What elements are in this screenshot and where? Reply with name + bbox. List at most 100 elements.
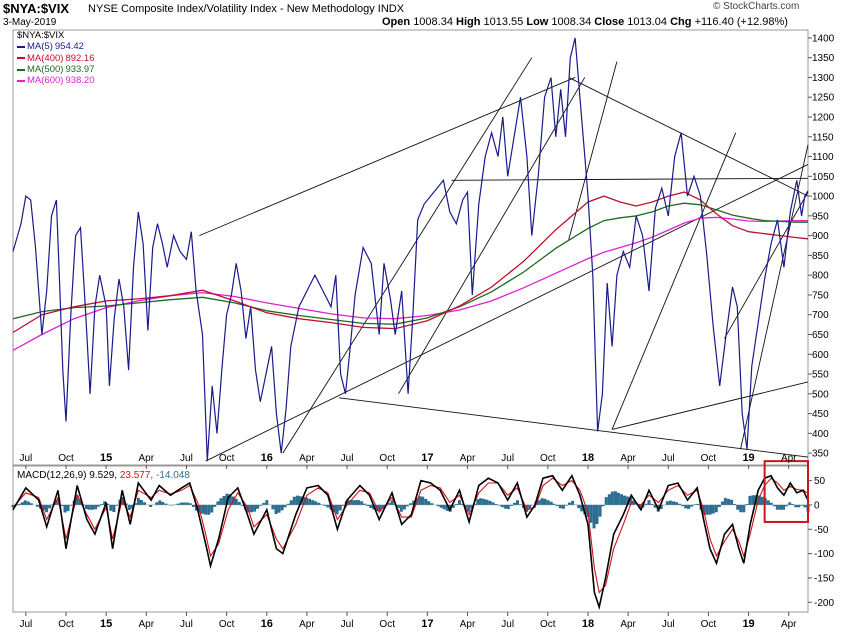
macd-x-tick-label-14: 18: [582, 618, 594, 630]
price-y-tick-label-9: 800: [812, 271, 829, 282]
price-x-tick-label-9: Oct: [379, 453, 395, 464]
legend-value-ma5: 954.42: [54, 41, 84, 53]
price-y-tick-label-18: 1250: [812, 93, 835, 104]
open-label: Open: [382, 16, 411, 28]
trendline-4: [568, 61, 618, 240]
macd-x-tick-label-11: Apr: [460, 619, 476, 630]
price-x-tick-label-15: Apr: [620, 453, 636, 464]
high-value: 1013.55: [483, 16, 524, 28]
price-x-tick-label-17: Oct: [701, 453, 717, 464]
macd-x-tick-label-15: Apr: [620, 619, 636, 630]
price-panel-frame: [12, 29, 809, 466]
close-value: 1013.04: [627, 16, 668, 28]
price-x-tick-label-13: Oct: [540, 453, 556, 464]
macd-x-tick-label-12: Jul: [501, 619, 514, 630]
price-x-tick-label-5: Oct: [219, 453, 235, 464]
macd-y-tick-label-0: 50: [814, 476, 826, 487]
legend-item-ma500: MA(500) 933.97: [17, 64, 95, 75]
trendline-8: [724, 191, 809, 339]
macd-y-tick-label-3: -100: [814, 549, 834, 560]
macd-x-tick-label-18: 19: [742, 618, 754, 630]
trendline-2: [282, 57, 533, 454]
price-x-tick-label-3: Apr: [139, 453, 155, 464]
macd-x-tick-label-7: Apr: [299, 619, 315, 630]
legend-value-ma500: 933.97: [65, 63, 95, 75]
price-y-tick-label-6: 650: [812, 330, 829, 341]
price-y-tick-label-12: 950: [812, 211, 829, 222]
price-y-tick-label-13: 1000: [812, 192, 835, 203]
macd-x-tick-label-13: Oct: [540, 619, 556, 630]
macd-legend-signal-value: 23.577,: [120, 470, 156, 481]
macd-legend-hist-value: -14.048: [156, 470, 190, 481]
legend-item-ma400: MA(400) 892.16: [17, 53, 95, 64]
price-y-tick-label-11: 900: [812, 231, 829, 242]
price-x-tick-label-8: Jul: [341, 453, 354, 464]
price-x-tick-label-16: Jul: [662, 453, 675, 464]
macd-y-tick-label-2: -50: [814, 525, 829, 536]
macd-x-tick-label-4: Jul: [180, 619, 193, 630]
macd-legend: MACD(12,26,9) 9.529, 23.577, -14.048: [17, 470, 190, 481]
macd-y-tick-label-5: -200: [814, 598, 834, 609]
close-label: Close: [594, 16, 625, 28]
legend-symbol: $NYA:$VIX: [17, 30, 95, 41]
macd-x-tick-label-19: Apr: [781, 619, 797, 630]
legend-label-ma400: MA(400): [27, 52, 64, 64]
trendline-5: [611, 132, 737, 430]
macd-y-tick-label-4: -150: [814, 573, 834, 584]
macd-panel-frame: [12, 465, 809, 613]
macd-y-tick-label-1: 0: [814, 500, 820, 511]
axes: 3504004505005506006507007508008509009501…: [19, 33, 834, 630]
high-label: High: [456, 16, 481, 28]
series-line-ma400: [12, 191, 809, 334]
trendline-11: [451, 177, 809, 181]
macd-legend-macd-value: 9.529,: [89, 470, 120, 481]
price-y-tick-label-7: 700: [812, 310, 829, 321]
price-y-tick-label-17: 1200: [812, 113, 835, 124]
price-y-tick-label-10: 850: [812, 251, 829, 262]
price-y-tick-label-5: 600: [812, 350, 829, 361]
low-value: 1008.34: [551, 16, 592, 28]
trendline-0: [199, 77, 576, 237]
trendline-9: [740, 144, 809, 450]
legend-value-ma400: 892.16: [65, 52, 95, 64]
price-y-tick-label-0: 350: [812, 449, 829, 460]
macd-x-tick-label-5: Oct: [219, 619, 235, 630]
trendline-3: [398, 77, 586, 395]
macd-line-signal: [12, 477, 809, 594]
macd-x-tick-label-9: Oct: [379, 619, 395, 630]
macd-x-tick-label-10: 17: [421, 618, 433, 630]
chart-full-name: NYSE Composite Index/Volatility Index - …: [88, 3, 405, 15]
trendline-7: [611, 381, 809, 430]
legend-label-ma500: MA(500): [27, 63, 64, 75]
price-y-tick-label-16: 1150: [812, 132, 834, 143]
macd-x-tick-label-0: Jul: [19, 619, 32, 630]
price-y-tick-label-1: 400: [812, 429, 829, 440]
legend-label-ma600: MA(600): [27, 75, 64, 87]
chart-date: 3-May-2019: [3, 17, 57, 28]
series-line-ma500: [12, 202, 808, 325]
price-y-tick-label-14: 1050: [812, 172, 835, 183]
price-y-tick-label-19: 1300: [812, 73, 835, 84]
legend-swatch-ma400: [17, 57, 25, 60]
legend-label-ma5: MA(5): [27, 41, 53, 53]
low-label: Low: [526, 16, 549, 28]
macd-line-macd: [12, 473, 809, 611]
macd-x-tick-label-6: 16: [261, 618, 273, 630]
series-line-ma600: [12, 216, 808, 351]
price-x-tick-label-18: 19: [742, 452, 754, 464]
chg-label: Chg: [670, 16, 692, 28]
price-y-tick-label-3: 500: [812, 389, 829, 400]
price-y-tick-label-21: 1400: [812, 33, 835, 44]
price-x-tick-label-19: Apr: [781, 453, 797, 464]
ohlc-readout: Open 1008.34 High 1013.55 Low 1008.34 Cl…: [382, 16, 788, 28]
macd-legend-label: MACD(12,26,9): [17, 470, 89, 481]
chg-value: +116.40 (+12.98%): [694, 16, 788, 28]
price-y-tick-label-8: 750: [812, 290, 829, 301]
macd-panel: MACD(12,26,9) 9.529, 23.577, -14.048: [11, 460, 810, 613]
price-x-tick-label-11: Apr: [460, 453, 476, 464]
price-y-tick-label-2: 450: [812, 409, 829, 420]
macd-x-tick-label-2: 15: [100, 618, 112, 630]
price-x-tick-label-10: 17: [421, 452, 433, 464]
